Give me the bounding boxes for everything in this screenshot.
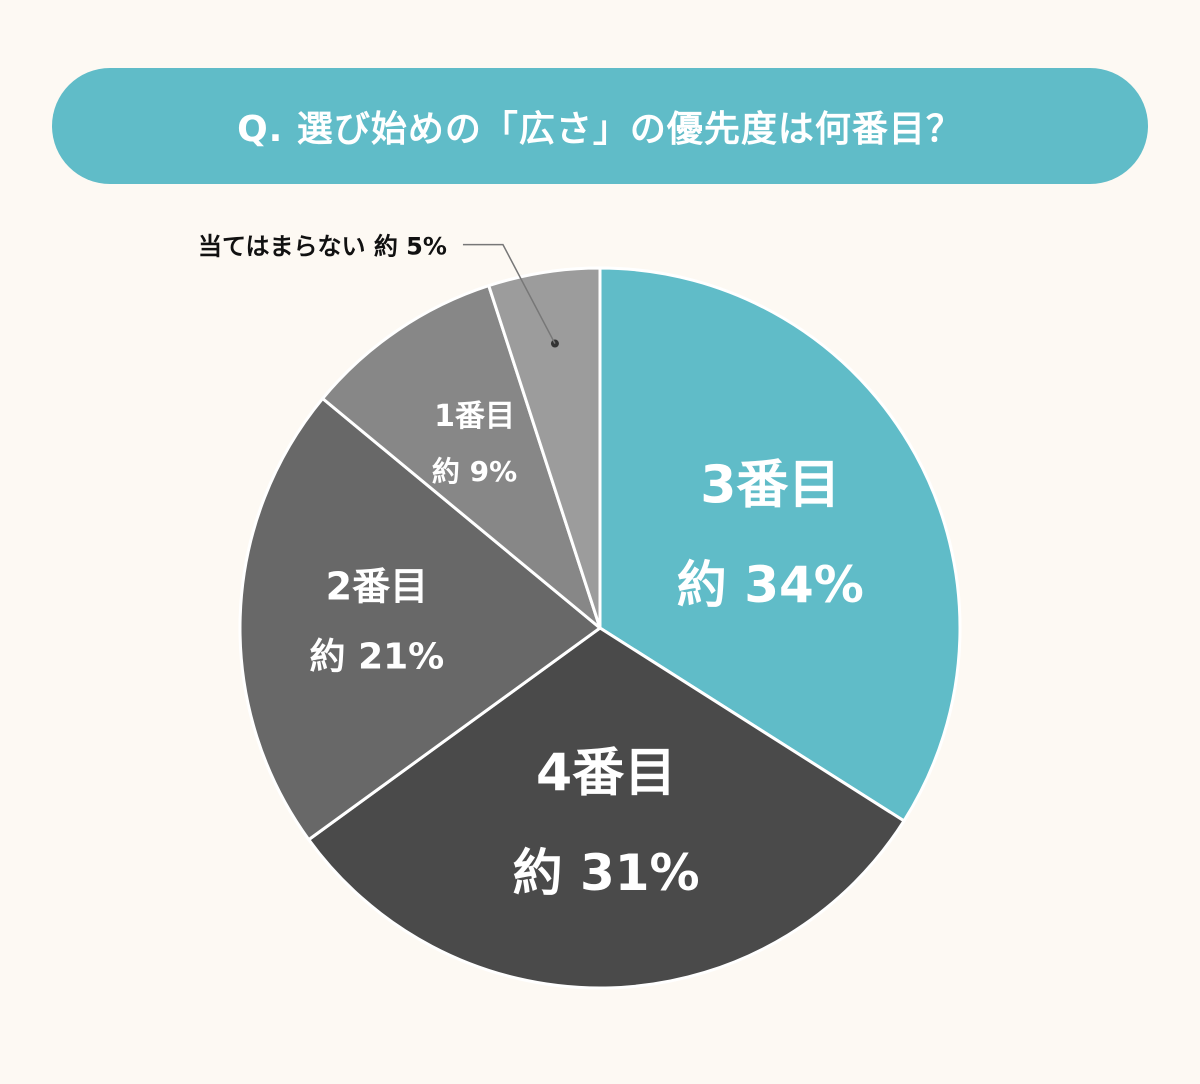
pie-slices bbox=[238, 266, 962, 990]
slice-value-4: 約 9% bbox=[432, 455, 517, 488]
pie-slice-5 bbox=[487, 266, 602, 630]
slice-label-2: 4番目 bbox=[536, 744, 676, 804]
pie-slice-4 bbox=[321, 284, 602, 630]
slice-value-1: 約 34% bbox=[677, 556, 864, 614]
slice-value-2: 約 31% bbox=[513, 844, 700, 902]
slice-value-3: 約 21% bbox=[310, 637, 445, 678]
title-banner: Q. 選び始めの「広さ」の優先度は何番目？ bbox=[52, 68, 1148, 184]
pie-slice-2 bbox=[307, 626, 906, 990]
chart-title: Q. 選び始めの「広さ」の優先度は何番目？ bbox=[237, 109, 963, 150]
slice-label-3: 2番目 bbox=[326, 564, 428, 608]
slice-label-5: 当てはまらない 約 5% bbox=[198, 233, 447, 261]
slice-label-1: 3番目 bbox=[700, 456, 840, 516]
callout-line bbox=[462, 243, 556, 344]
slice-label-4: 1番目 bbox=[434, 399, 515, 434]
pie-slice-1 bbox=[598, 266, 962, 823]
pie-slice-3 bbox=[238, 397, 602, 842]
